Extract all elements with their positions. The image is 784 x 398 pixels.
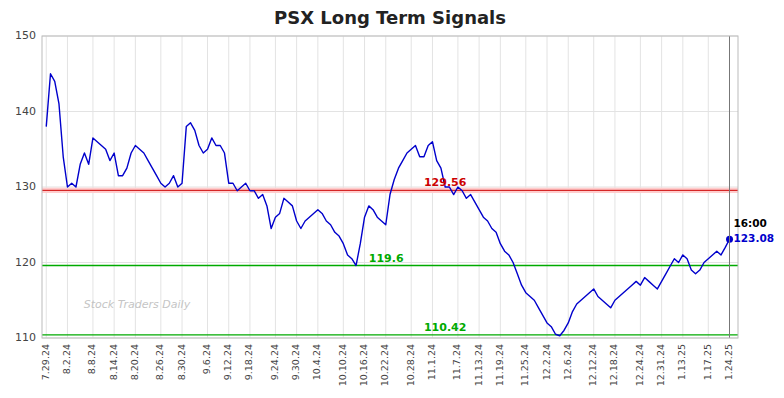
x-tick-label: 7.29.24 [40,344,51,380]
watermark: Stock Traders Daily [84,298,191,311]
x-grid-line [593,36,594,338]
x-grid-line [682,36,683,338]
x-grid-line [114,36,115,338]
x-tick-label: 8.8.24 [86,344,97,374]
x-tick-label: 9.6.24 [201,344,212,374]
reference-label: 129.56 [424,176,467,189]
reference-label: 110.42 [424,321,466,334]
y-tick-label: 120 [15,256,36,269]
x-tick-label: 9.24.24 [269,344,280,380]
chart: 110 120 130 140 150 7.29.24 8.2.24 8.8.24 8.14.2… [0,0,784,398]
plot-frame [42,36,738,338]
y-tick-label: 110 [15,331,36,344]
x-tick-label: 1.17.25 [702,344,713,380]
x-grid-line [479,36,480,338]
x-tick-label: 11.25.24 [519,344,530,386]
x-tick-label: 11.19.24 [494,344,505,386]
x-tick-label: 12.18.24 [608,344,619,386]
x-grid-line [729,36,730,338]
x-tick-label: 12.2.24 [541,344,552,380]
x-tick-label: 8.20.24 [129,344,140,380]
y-tick-label: 150 [15,29,36,42]
x-grid-line [228,36,229,338]
last-price-label: 123.08 [734,232,775,244]
x-grid-line [547,36,548,338]
x-grid-line [568,36,569,338]
x-tick-label: 9.30.24 [290,344,301,380]
x-tick-label: 8.30.24 [176,344,187,380]
x-grid-line [364,36,365,338]
x-grid-line [614,36,615,338]
x-grid-line [640,36,641,338]
x-tick-label: 11.1.24 [426,344,437,380]
x-tick-label: 10.22.24 [379,344,390,386]
x-tick-label: 8.2.24 [61,344,72,374]
x-grid-line [343,36,344,338]
x-grid-line [708,36,709,338]
x-tick-label: 10.16.24 [358,344,369,386]
x-tick-label: 8.14.24 [108,344,119,380]
x-tick-label: 12.6.24 [562,344,573,380]
y-grid-line [42,187,738,188]
x-grid-line [500,36,501,338]
x-tick-label: 12.12.24 [587,344,598,386]
x-grid-line [160,36,161,338]
x-tick-label: 9.12.24 [222,344,233,380]
x-grid-line [92,36,93,338]
x-tick-label: 11.7.24 [451,344,462,380]
x-tick-label: 8.26.24 [154,344,165,380]
x-grid-line [411,36,412,338]
last-time-label: 16:00 [734,217,767,229]
x-grid-line [46,36,47,338]
x-grid-line [661,36,662,338]
x-grid-line [182,36,183,338]
x-tick-label: 1.13.25 [676,344,687,380]
y-grid-line [42,111,738,112]
y-tick-label: 130 [15,180,36,193]
reference-line [42,190,738,191]
grid [42,36,738,338]
last-point-marker-line [729,36,730,338]
x-grid-line [249,36,250,338]
x-grid-line [275,36,276,338]
price-line [46,74,729,336]
plot-area [42,74,738,336]
x-tick-label: 12.24.24 [634,344,645,386]
x-tick-label: 10.10.24 [337,344,348,386]
x-grid-line [207,36,208,338]
reference-label: 119.6 [369,252,404,265]
x-grid-line [296,36,297,338]
x-tick-label: 1.24.25 [723,344,734,380]
y-tick-label: 140 [15,105,36,118]
reference-line [42,265,738,266]
x-tick-label: 12.31.24 [655,344,666,386]
x-tick-label: 10.28.24 [405,344,416,386]
title: PSX Long Term Signals [274,7,506,28]
x-tick-label: 11.13.24 [473,344,484,386]
x-grid-line [135,36,136,338]
x-grid-line [385,36,386,338]
x-tick-label: 9.18.24 [243,344,254,380]
x-tick-label: 10.4.24 [311,344,322,380]
x-grid-line [317,36,318,338]
reference-line [42,334,738,335]
